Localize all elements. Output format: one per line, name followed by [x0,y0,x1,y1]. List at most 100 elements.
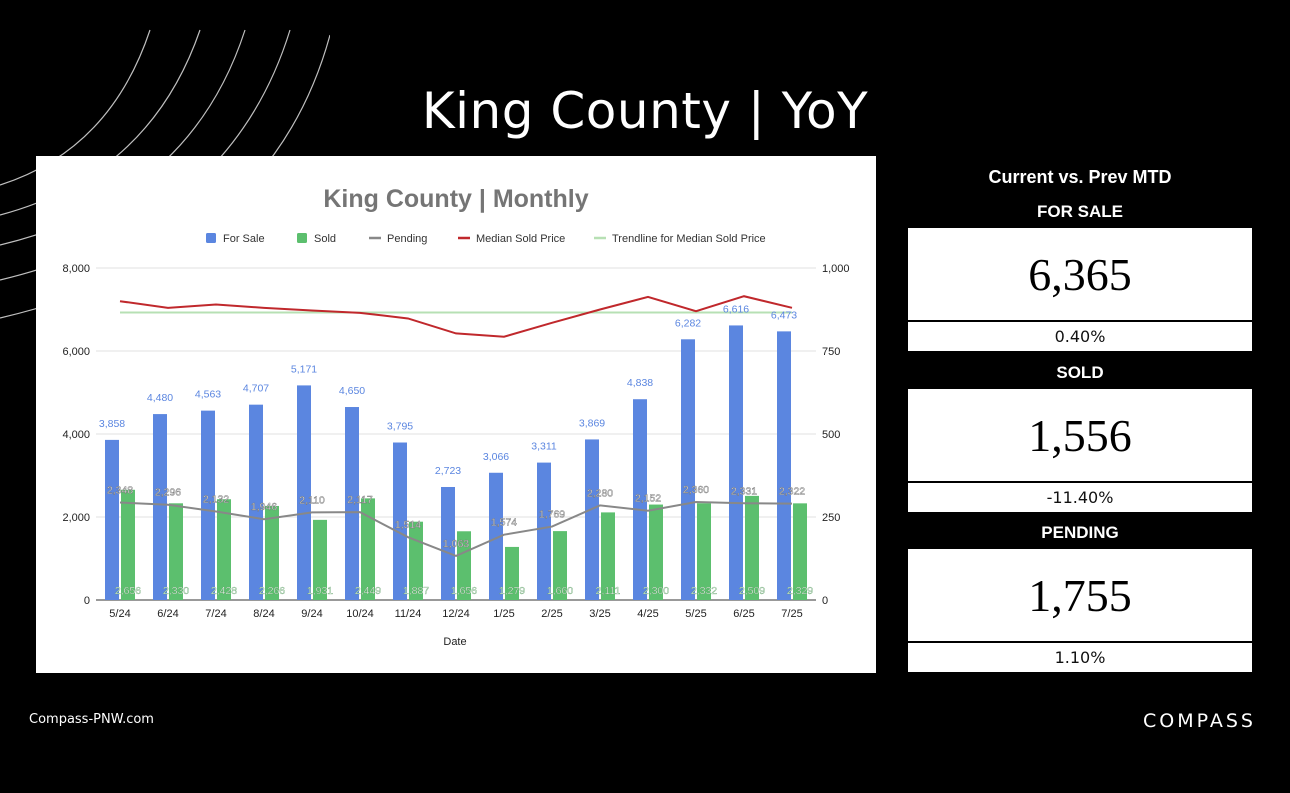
x-tick-label: 7/25 [781,608,802,620]
legend-label: Median Sold Price [476,233,565,245]
chart-axes: 0 2,000 4,000 6,000 8,000 0 250 500 750 1,000 5/24… [62,263,849,620]
pending-data-label: 2,117 [347,494,373,506]
for-sale-bar [249,404,263,600]
chart-bars [105,325,807,600]
sold-data-label: 1,931 [307,585,333,597]
legend-swatch [206,233,216,243]
legend-label: Pending [387,233,427,245]
sold-bar [313,519,327,600]
legend-label: For Sale [223,233,265,245]
pending-data-label: 1,946 [251,501,277,513]
sold-data-label: 2,332 [691,585,717,597]
sold-bar [601,512,615,600]
sold-value: 1,556 [1028,409,1132,461]
sold-bar [553,531,567,600]
x-tick-label: 10/24 [346,608,374,620]
for-sale-data-label: 4,650 [339,385,365,397]
pending-data-label: 2,132 [203,494,229,506]
sold-bar [361,498,375,600]
x-tick-label: 9/24 [301,608,322,620]
sold-bar [457,531,471,600]
sold-value-box: 1,556 [908,389,1252,481]
for-sale-bar [105,439,119,600]
chart-panel: King County | Monthly For Sale Sold Pendin… [36,156,876,673]
y-tick-label: 2,000 [62,512,90,524]
x-tick-label: 7/24 [205,608,226,620]
for-sale-bar [633,399,647,600]
sold-label: SOLD [1056,363,1104,382]
compass-logo: COMPASS [1143,710,1256,732]
for-sale-data-label: 4,707 [243,383,269,395]
pending-data-label: 1,574 [491,517,517,529]
y2-tick-label: 0 [822,595,828,607]
sold-bar [649,504,663,600]
sold-data-label: 2,428 [211,585,237,597]
pending-series-line [119,501,793,557]
for-sale-data-label: 2,723 [435,465,461,477]
x-tick-label: 8/24 [253,608,274,620]
sold-data-label: 2,266 [259,585,285,597]
sold-data-label: 1,656 [451,585,477,597]
sold-data-label: 1,887 [403,585,429,597]
for-sale-bar [585,439,599,600]
pending-label: PENDING [1041,523,1119,542]
sold-data-label: 2,111 [596,585,621,597]
y-tick-label: 6,000 [62,346,90,358]
monthly-chart: King County | Monthly For Sale Sold Pendin… [62,185,849,648]
x-tick-label: 1/25 [493,608,514,620]
sold-data-label: 2,656 [115,585,141,597]
chart-grid [96,267,816,601]
sold-bar [217,499,231,600]
footer-website: Compass-PNW.com [29,712,154,727]
summary-heading: Current vs. Prev MTD [988,167,1172,187]
for-sale-value-box: 6,365 [908,228,1252,320]
for-sale-bar [201,410,215,600]
pending-data-label: 2,280 [587,487,613,499]
chart-title: King County | Monthly [323,185,588,213]
for-sale-bar [393,442,407,600]
for-sale-bar [681,339,695,600]
x-tick-label: 4/25 [637,608,658,620]
pending-data-label: 2,322 [779,486,805,498]
pending-data-label: 2,331 [731,485,757,497]
sold-bar [745,495,759,600]
sold-data-label: 2,449 [355,585,381,597]
sold-data-label: 2,329 [787,585,813,597]
pending-data-label: 1,769 [539,509,565,521]
for-sale-bar [153,414,167,600]
x-tick-label: 6/24 [157,608,178,620]
for-sale-data-label: 6,473 [771,309,797,321]
for-sale-change: 0.40% [908,322,1252,351]
legend-swatch [297,233,307,243]
median-sold-price-series-line [119,295,793,338]
y2-tick-label: 1,000 [822,263,850,275]
sold-bar [505,546,519,600]
x-axis-label: Date [443,636,466,648]
sold-change: -11.40% [908,483,1252,512]
x-tick-label: 5/24 [109,608,130,620]
sold-bar [697,503,711,600]
x-tick-label: 11/24 [395,608,422,620]
y-tick-label: 8,000 [62,263,90,275]
for-sale-data-label: 6,282 [675,317,701,329]
for-sale-data-label: 3,311 [531,441,557,453]
x-tick-label: 12/24 [442,608,470,620]
for-sale-bar [345,407,359,600]
chart-lines [119,295,793,557]
sold-data-label: 2,300 [643,585,669,597]
for-sale-bar [297,385,311,600]
for-sale-label: FOR SALE [1037,202,1123,221]
x-tick-label: 3/25 [589,608,610,620]
for-sale-data-label: 5,171 [291,363,317,375]
for-sale-data-label: 4,480 [147,392,173,404]
pending-data-label: 2,296 [155,487,181,499]
sold-data-label: 1,279 [499,585,525,597]
for-sale-data-label: 4,563 [195,389,221,401]
sold-data-label: 2,330 [163,585,189,597]
for-sale-data-label: 4,838 [627,377,653,389]
pending-value: 1,755 [1028,569,1132,621]
sold-bar [121,489,135,600]
y2-tick-label: 750 [822,346,840,358]
legend-label: Sold [314,233,336,245]
for-sale-bar [777,331,791,600]
